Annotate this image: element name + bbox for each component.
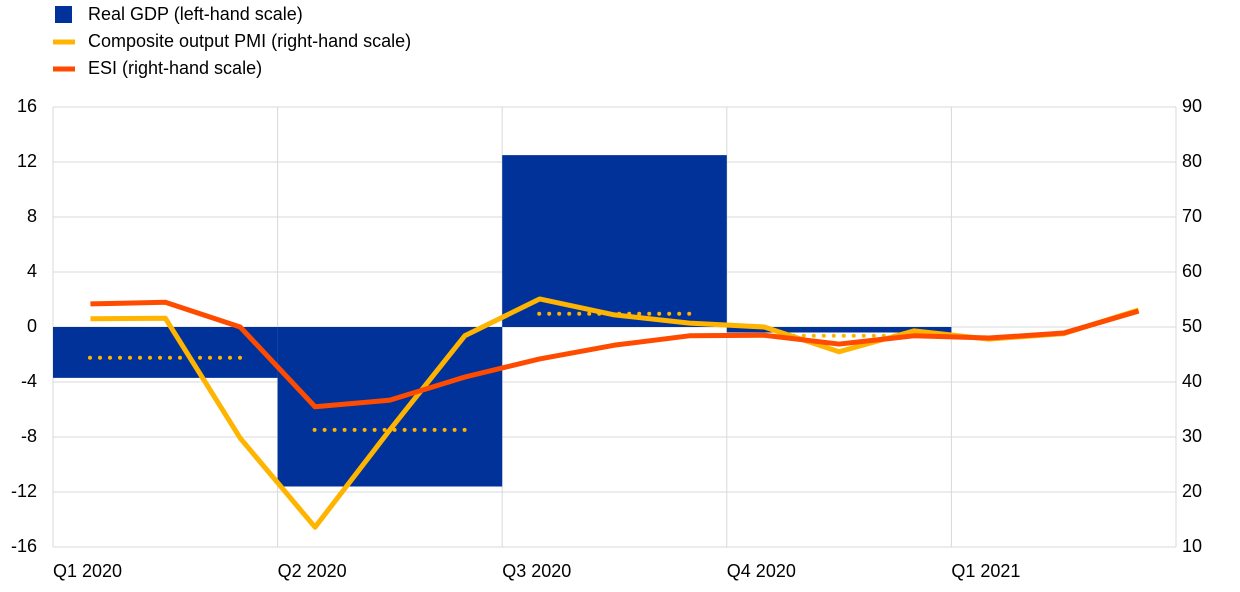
y-tick-label: -12	[11, 481, 37, 501]
y-tick-label: 0	[27, 316, 37, 336]
y-tick-label: 12	[17, 151, 37, 171]
y2-tick-label: 30	[1182, 426, 1202, 446]
legend-label: Real GDP (left-hand scale)	[88, 4, 303, 24]
x-tick-label: Q2 2020	[278, 561, 347, 581]
y2-tick-label: 10	[1182, 536, 1202, 556]
bar	[726, 327, 952, 333]
y-tick-label: 16	[17, 96, 37, 116]
legend-label: Composite output PMI (right-hand scale)	[88, 31, 411, 51]
y-tick-label: -8	[21, 426, 37, 446]
y2-tick-label: 90	[1182, 96, 1202, 116]
line	[90, 299, 1140, 410]
bar	[53, 327, 278, 378]
y-tick-label: -16	[11, 536, 37, 556]
y2-tick-label: 80	[1182, 151, 1202, 171]
x-tick-label: Q3 2020	[502, 561, 571, 581]
legend-label: ESI (right-hand scale)	[88, 58, 262, 78]
y-tick-label: -4	[21, 371, 37, 391]
y-tick-label: 8	[27, 206, 37, 226]
legend-swatch	[55, 6, 72, 23]
y2-tick-label: 50	[1182, 316, 1202, 336]
bar	[277, 327, 503, 487]
y2-tick-label: 60	[1182, 261, 1202, 281]
y2-tick-label: 20	[1182, 481, 1202, 501]
x-tick-label: Q1 2021	[951, 561, 1020, 581]
y-tick-label: 4	[27, 261, 37, 281]
x-tick-label: Q1 2020	[53, 561, 122, 581]
y2-tick-label: 70	[1182, 206, 1202, 226]
y2-tick-label: 40	[1182, 371, 1202, 391]
x-tick-label: Q4 2020	[727, 561, 796, 581]
